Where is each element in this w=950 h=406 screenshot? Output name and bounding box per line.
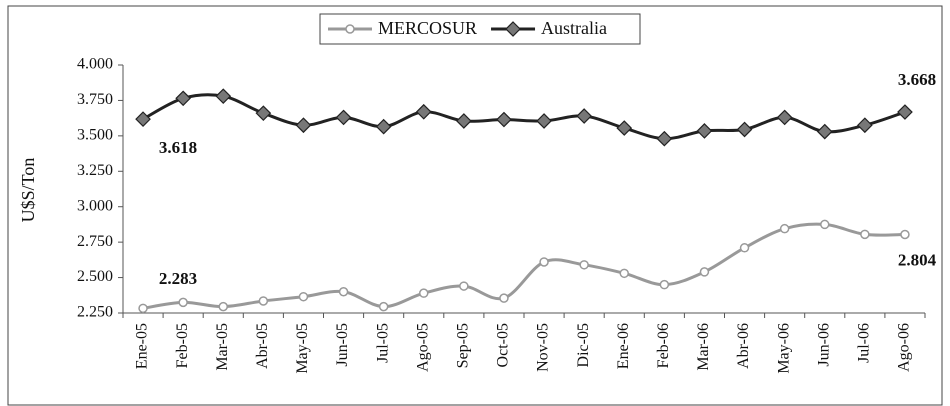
y-tick-label: 4.000 [77, 56, 113, 73]
y-tick-label: 3.500 [77, 127, 113, 144]
data-point [178, 297, 188, 308]
data-point [656, 130, 673, 147]
x-tick-label: Abr-06 [735, 323, 752, 369]
x-tick-label: Ago-06 [896, 323, 913, 372]
y-tick-label: 2.750 [77, 233, 113, 250]
data-point [135, 111, 151, 127]
data-point [860, 229, 870, 240]
data-point [215, 88, 232, 105]
x-tick-label: Jul-06 [856, 323, 873, 363]
x-tick-label: Feb-05 [174, 323, 191, 368]
series-line [142, 222, 905, 310]
data-point [820, 219, 830, 230]
y-tick-label: 3.250 [77, 162, 113, 179]
x-tick-label: Mar-06 [695, 323, 712, 371]
data-point [345, 24, 355, 34]
data-point [175, 90, 191, 107]
data-point [255, 105, 272, 122]
x-tick-label: May-05 [294, 323, 311, 374]
data-point [776, 109, 793, 126]
data-point [218, 301, 228, 312]
x-tick-label: Feb-06 [655, 323, 672, 368]
x-tick-label: Abr-05 [254, 323, 271, 369]
x-tick-label: Ago-05 [414, 323, 431, 372]
data-point [897, 104, 913, 120]
data-point [505, 21, 521, 37]
legend-label: MERCOSUR [378, 18, 477, 38]
data-point [335, 109, 352, 126]
x-tick-label: Sep-05 [455, 323, 472, 368]
data-point [857, 117, 873, 134]
value-label: 3.618 [159, 138, 197, 157]
x-tick-label: Jul-05 [374, 323, 391, 363]
data-point [779, 223, 790, 234]
data-point [659, 279, 670, 290]
y-tick-label: 2.500 [77, 268, 113, 285]
y-tick-label: 3.750 [77, 91, 113, 108]
value-label: 3.668 [898, 70, 936, 89]
y-axis-title: U$S/Ton [18, 158, 38, 223]
x-tick-label: Jun-06 [815, 323, 832, 367]
data-point [739, 243, 750, 253]
data-point [699, 267, 710, 277]
x-tick-label: Ene-05 [134, 323, 151, 369]
x-tick-label: May-06 [775, 323, 792, 374]
x-tick-label: Jun-05 [334, 323, 351, 367]
data-point [616, 120, 633, 136]
x-tick-label: Nov-05 [535, 323, 552, 372]
data-point [499, 293, 509, 303]
data-point [816, 123, 833, 140]
value-label: 2.804 [898, 250, 937, 269]
data-point [456, 113, 472, 129]
y-tick-label: 3.000 [77, 197, 113, 214]
legend-box [319, 13, 641, 45]
data-point [459, 281, 469, 291]
data-point [736, 121, 753, 138]
data-point [696, 123, 713, 139]
data-point [338, 286, 349, 297]
data-point [138, 303, 148, 314]
data-point [496, 111, 512, 128]
x-tick-label: Ene-06 [615, 323, 632, 369]
x-tick-label: Dic-05 [575, 323, 592, 367]
data-point [415, 103, 432, 120]
legend-label: Australia [541, 18, 607, 38]
data-point [375, 118, 392, 135]
chart-frame [7, 5, 943, 406]
data-point [378, 301, 389, 312]
y-tick-label: 2.250 [77, 304, 113, 321]
data-point [576, 108, 592, 124]
data-point [900, 229, 910, 240]
data-point [295, 117, 312, 134]
data-point [536, 113, 552, 129]
data-point [619, 268, 629, 279]
data-point [298, 291, 309, 302]
value-label: 2.283 [159, 269, 197, 288]
data-point [579, 260, 589, 270]
x-tick-label: Mar-05 [214, 323, 231, 371]
data-point [539, 257, 549, 267]
data-point [258, 296, 269, 306]
x-tick-label: Oct-05 [495, 323, 512, 367]
data-point [419, 288, 429, 298]
